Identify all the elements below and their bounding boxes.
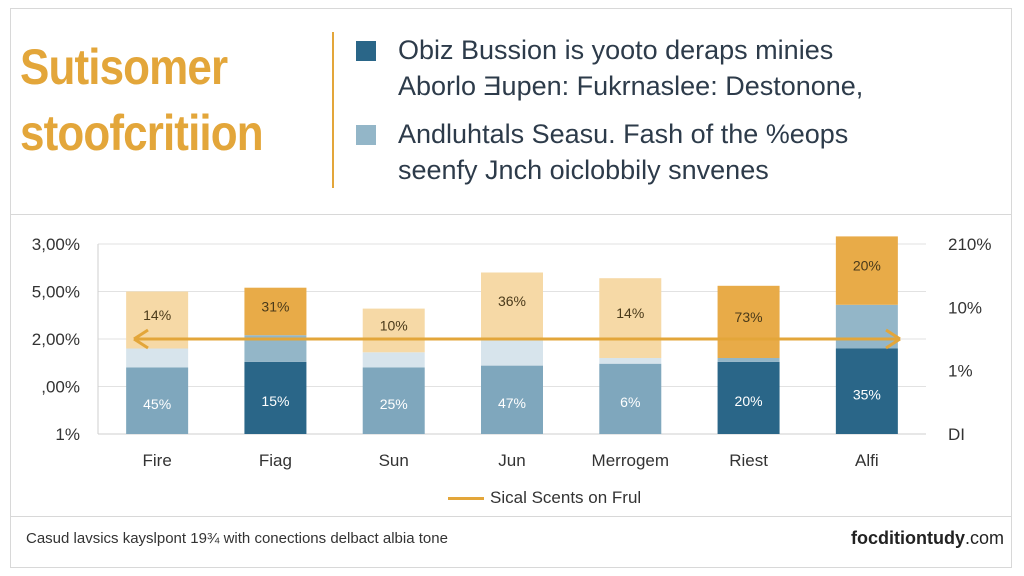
bar-data-label: 10% — [380, 317, 408, 333]
y-left-tick-label: 2,00% — [32, 330, 80, 349]
page-title: Sutisomer stoofcritiion — [20, 34, 264, 166]
legend-text-line: Obiz Bussion is yooto deraps minies — [398, 35, 834, 65]
bar-data-label: 73% — [735, 309, 763, 325]
bar-segment-bottom — [835, 348, 898, 434]
x-tick-label: Fire — [143, 451, 172, 470]
bar-data-label: 36% — [498, 293, 526, 309]
legend-entry-light: Andluhtals Seasu. Fash of the %eops seen… — [356, 116, 996, 188]
title-line-1: Sutisomer — [20, 39, 228, 95]
bar-data-label: 45% — [143, 396, 171, 412]
x-tick-label: Fiag — [259, 451, 292, 470]
bar-segment-bottom — [481, 365, 543, 434]
title-line-2: stoofcritiion — [20, 105, 264, 161]
y-right-tick-label: 10% — [948, 298, 982, 317]
footer-divider — [10, 516, 1012, 517]
trend-legend-line — [448, 496, 484, 500]
bar-segment-middle — [126, 348, 189, 368]
x-tick-label: Alfi — [855, 451, 879, 470]
bar-segment-middle — [717, 358, 780, 362]
bar-data-label: 31% — [261, 298, 289, 314]
y-right-tick-label: DI — [948, 425, 965, 444]
bar-segment-top — [717, 285, 780, 358]
top-legend: Obiz Bussion is yooto deraps minies Abor… — [356, 32, 996, 188]
section-divider — [10, 214, 1012, 215]
y-left-tick-label: 5,00% — [32, 283, 80, 302]
x-tick-label: Riest — [729, 451, 768, 470]
bottom-legend: Sical Scents on Frul — [448, 488, 641, 508]
footer-site: focditiontudy.com — [851, 528, 1004, 549]
title-divider — [332, 32, 334, 188]
bar-segment-bottom — [126, 367, 189, 434]
bar-data-label: 47% — [498, 395, 526, 411]
bar-data-label: 15% — [261, 393, 289, 409]
trend-legend-label: Sical Scents on Frul — [490, 488, 642, 507]
bar-segment-middle — [835, 304, 898, 349]
x-tick-label: Merrogem — [592, 451, 669, 470]
y-left-tick-label: 1% — [55, 425, 80, 444]
bar-data-label: 6% — [620, 394, 640, 410]
y-right-tick-label: 1% — [948, 362, 973, 381]
bar-segment-top — [599, 278, 662, 358]
bar-segment-middle — [481, 339, 543, 366]
bar-segment-bottom — [362, 367, 425, 434]
footer-site-name: focditiontudy — [851, 528, 965, 548]
legend-swatch-light — [356, 125, 376, 145]
x-tick-label: Jun — [498, 451, 525, 470]
bar-data-label: 20% — [853, 258, 881, 274]
bar-segment-bottom — [599, 363, 662, 434]
legend-entry-dark: Obiz Bussion is yooto deraps minies Abor… — [356, 32, 996, 104]
y-left-tick-label: ,00% — [41, 378, 80, 397]
bar-segment-middle — [599, 358, 662, 364]
trend-arrow-left-icon — [133, 328, 149, 350]
bar-data-label: 14% — [616, 305, 644, 321]
bar-data-label: 35% — [853, 386, 881, 402]
footer-site-domain: .com — [964, 528, 1004, 548]
bar-data-label: 14% — [143, 307, 171, 323]
legend-swatch-dark — [356, 41, 376, 61]
bar-segment-bottom — [717, 361, 780, 434]
footer-caption: Casud lavsics kayslpont 19¾ with conecti… — [26, 530, 448, 547]
legend-text-line: Andluhtals Seasu. Fash of the %eops — [398, 119, 849, 149]
bar-segment-top — [835, 236, 898, 305]
bar-segment-top — [244, 287, 307, 336]
y-left-tick-label: 3,00% — [32, 235, 80, 254]
y-right-tick-label: 210% — [948, 235, 991, 254]
slide-frame — [10, 8, 1012, 568]
bar-data-label: 25% — [380, 396, 408, 412]
bar-segment-top — [362, 308, 425, 353]
bar-segment-top — [481, 272, 543, 339]
bar-data-label: 20% — [735, 393, 763, 409]
bar-segment-bottom — [244, 361, 307, 434]
trend-arrow-right-icon — [885, 328, 901, 350]
legend-text-line: seenfy Jnch oiclobbily snvenes — [398, 155, 769, 185]
bar-segment-middle — [362, 352, 425, 368]
legend-text-line: Aborlo Ǝupen: Fukrnaslee: Destonone, — [398, 71, 864, 101]
x-tick-label: Sun — [379, 451, 409, 470]
